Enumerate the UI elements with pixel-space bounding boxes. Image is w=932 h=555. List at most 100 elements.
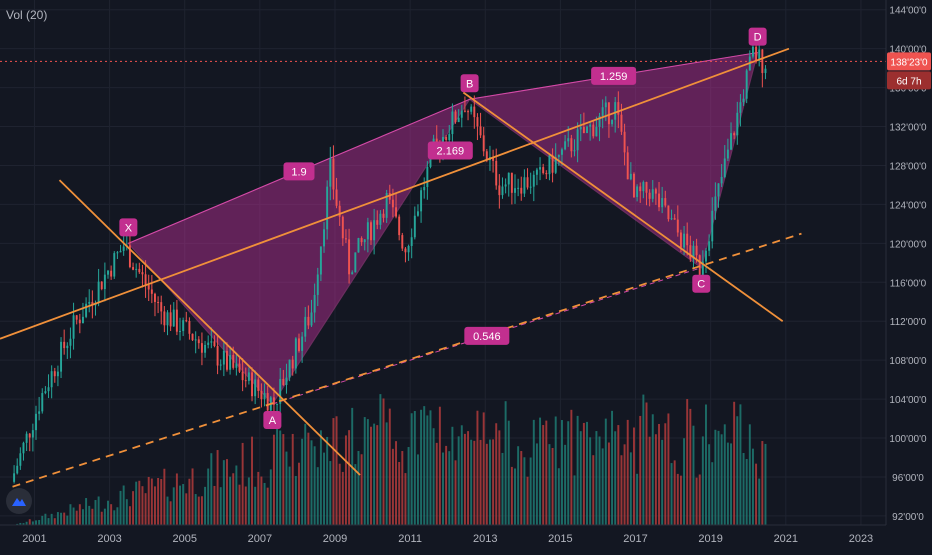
volume-bar — [382, 398, 385, 525]
volume-bar — [604, 418, 607, 525]
volume-bar — [701, 436, 704, 525]
candle-body — [232, 354, 235, 368]
candle-body — [445, 137, 448, 141]
volume-bar — [545, 420, 548, 525]
candle-body — [72, 315, 75, 339]
candle-body — [257, 379, 260, 391]
candle-body — [560, 149, 563, 155]
candle-body — [69, 338, 72, 346]
volume-bar — [357, 451, 360, 525]
candle-body — [435, 138, 438, 142]
volume-bar — [526, 476, 529, 525]
candle-body — [758, 49, 761, 61]
candle-body — [629, 173, 632, 180]
candle-body — [229, 354, 232, 370]
candle-body — [736, 112, 739, 136]
volume-bar — [319, 430, 322, 525]
candle-body — [288, 359, 291, 378]
volume-bar — [107, 500, 109, 525]
volume-bar — [370, 426, 372, 525]
volume-bar — [379, 394, 382, 525]
candle-body — [611, 119, 614, 125]
volume-bar — [94, 500, 97, 525]
candle-body — [492, 157, 495, 161]
volume-bar — [442, 452, 444, 525]
candle-body — [38, 411, 41, 414]
volume-bar — [573, 475, 576, 525]
candle-body — [410, 237, 413, 246]
volume-bar — [285, 451, 288, 525]
candle-body — [742, 98, 745, 103]
volume-bar — [344, 435, 347, 525]
volume-bar — [288, 466, 291, 525]
volume-bar — [664, 423, 667, 525]
candle-body — [607, 102, 610, 125]
candle-body — [542, 167, 545, 174]
candle-body — [163, 311, 166, 326]
volume-bar — [535, 443, 538, 525]
candle-body — [88, 301, 91, 304]
candle-body — [645, 182, 648, 193]
candle-body — [166, 312, 169, 326]
candle-body — [351, 272, 354, 275]
candle-body — [50, 371, 53, 388]
volume-bar — [157, 477, 160, 525]
trendlines — [0, 47, 802, 488]
candle-body — [244, 380, 247, 382]
volume-bar — [448, 451, 451, 525]
volume-bar — [232, 473, 235, 525]
candle-body — [97, 281, 100, 303]
candle-body — [636, 186, 639, 198]
candle-body — [103, 274, 106, 290]
trendline — [0, 47, 790, 340]
volume-bar — [354, 464, 357, 525]
volume-bar — [661, 439, 664, 525]
volume-bar — [172, 487, 175, 525]
candle-body — [110, 270, 113, 277]
volume-bar — [128, 506, 131, 525]
candle-body — [723, 158, 726, 177]
candle-body — [179, 331, 181, 333]
volume-bar — [633, 427, 635, 525]
candle-body — [604, 102, 607, 108]
candle-body — [135, 268, 138, 270]
volume-bar — [69, 504, 72, 525]
volume-bar — [598, 436, 601, 525]
volume-bar — [745, 459, 748, 525]
volume-bar — [160, 479, 163, 525]
candle-body — [344, 238, 347, 240]
candle-body — [664, 198, 667, 206]
volume-bar — [692, 425, 695, 525]
candle-body — [197, 339, 200, 344]
candle-body — [144, 274, 147, 285]
volume-bar — [582, 422, 585, 525]
candle-body — [689, 245, 692, 259]
candle-body — [526, 177, 529, 188]
candle-body — [285, 377, 288, 385]
candle-body — [582, 127, 585, 134]
candle-body — [426, 166, 429, 188]
tradingview-logo-icon[interactable] — [6, 488, 32, 514]
candle-body — [154, 293, 156, 302]
volume-bar — [154, 486, 156, 525]
volume-bar — [254, 486, 257, 525]
volume-bar — [623, 444, 626, 525]
y-tick-label: 128'00'0 — [889, 161, 927, 172]
volume-bar — [714, 429, 717, 525]
volume-bar — [529, 457, 532, 525]
candle-body — [661, 198, 664, 208]
volume-bar — [742, 452, 745, 525]
candle-body — [658, 193, 660, 208]
volume-bar — [570, 409, 573, 525]
ratio-label: 2.169 — [427, 141, 473, 160]
candle-body — [476, 117, 479, 127]
candle-body — [60, 341, 63, 372]
candle-body — [423, 187, 426, 191]
volume-bar — [595, 431, 598, 525]
volume-bar — [263, 482, 266, 525]
candle-body — [81, 316, 84, 324]
candle-body — [157, 301, 160, 303]
volume-bar — [16, 523, 19, 525]
